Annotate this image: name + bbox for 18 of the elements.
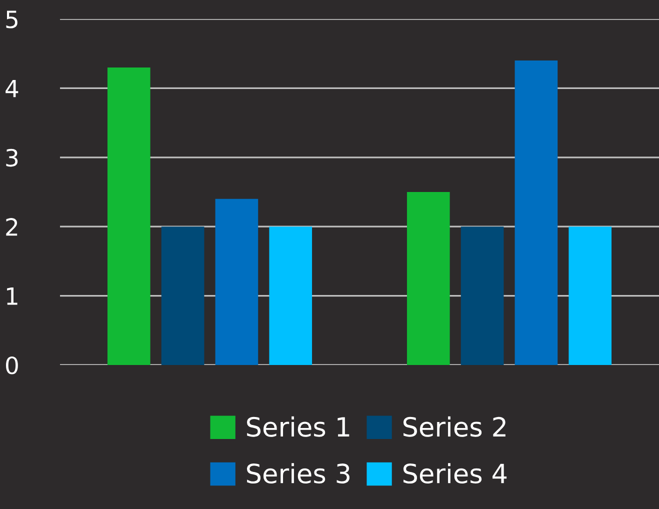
bar <box>460 226 504 365</box>
y-tick-label: 5 <box>6 10 18 28</box>
y-tick-label: 3 <box>6 148 18 167</box>
y-tick-label: 0 <box>6 356 18 374</box>
bar <box>269 226 312 365</box>
legend-label: Series 2 <box>403 416 506 437</box>
y-tick-label: 1 <box>7 288 18 305</box>
bar <box>215 198 258 365</box>
bar <box>107 67 150 365</box>
bar <box>568 226 612 365</box>
legend-label: Series 4 <box>403 463 507 484</box>
bar <box>406 192 450 365</box>
legend-label: Series 1 <box>246 416 350 437</box>
y-tick-label: 4 <box>6 80 18 98</box>
bar <box>514 60 558 365</box>
y-tick-label: 2 <box>6 218 18 236</box>
legend-label: Series 3 <box>246 463 350 484</box>
bar <box>161 226 204 365</box>
